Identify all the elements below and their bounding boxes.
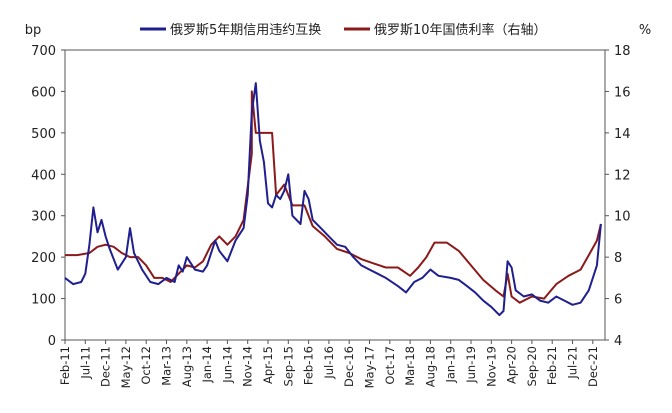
series-yield [65, 90, 602, 304]
x-axis: Feb-11 Jul-11 Dec-11 May-12 Oct-12 Mar-13 Aug-… [58, 340, 600, 388]
right-tick-label: 14 [614, 127, 631, 142]
x-tick-label: May-12 [119, 346, 133, 388]
series-cds-line [64, 82, 602, 317]
x-tick-label: Apr-20 [505, 346, 519, 384]
x-tick-label: Sep-15 [281, 346, 295, 386]
series-yield-line [65, 90, 602, 304]
x-tick-label: Apr-15 [261, 346, 275, 384]
right-axis-unit: % [639, 23, 651, 38]
left-tick-label: 100 [31, 293, 56, 308]
legend: 俄罗斯5年期信用违约互换 俄罗斯10年国债利率（右轴） [140, 22, 547, 38]
x-tick-label: Sep-20 [525, 346, 539, 386]
left-axis-ticks: 0 100 200 300 400 500 600 700 [31, 44, 65, 349]
left-tick-label: 300 [31, 210, 56, 225]
right-tick-label: 4 [614, 334, 622, 349]
right-axis-ticks: 4 6 8 10 12 14 16 18 [605, 44, 631, 349]
x-tick-label: Mar-18 [403, 346, 417, 386]
right-tick-label: 10 [614, 210, 631, 225]
x-tick-label: Dec-16 [342, 346, 356, 387]
x-tick-label: Jul-16 [322, 346, 336, 380]
series-cds [64, 82, 602, 317]
left-tick-label: 0 [48, 334, 56, 349]
x-tick-label: Dec-11 [99, 346, 113, 387]
legend-label-cds: 俄罗斯5年期信用违约互换 [170, 23, 321, 38]
left-axis-unit: bp [25, 23, 42, 38]
x-tick-label: Oct-17 [383, 346, 397, 385]
left-tick-label: 600 [31, 85, 56, 100]
left-tick-label: 500 [31, 127, 56, 142]
x-tick-label: Jun-19 [464, 346, 478, 384]
x-tick-label: Oct-12 [139, 346, 153, 385]
x-tick-label: Feb-16 [302, 346, 316, 385]
x-tick-label: Feb-11 [58, 346, 72, 385]
x-tick-label: Jan-14 [200, 346, 214, 384]
x-tick-label: Mar-13 [160, 346, 174, 386]
x-tick-label: Jan-19 [444, 346, 458, 384]
right-tick-label: 18 [614, 44, 631, 59]
x-tick-label: May-17 [363, 346, 377, 388]
x-tick-label: Jun-14 [220, 346, 234, 384]
x-tick-label: Dec-21 [586, 346, 600, 387]
x-tick-label: Nov-19 [484, 346, 498, 387]
x-tick-label: Jul-11 [78, 346, 92, 380]
x-tick-label: Aug-18 [423, 346, 437, 387]
legend-label-yield: 俄罗斯10年国债利率（右轴） [374, 22, 547, 38]
left-tick-label: 400 [31, 168, 56, 183]
x-tick-label: Nov-14 [241, 346, 255, 387]
x-tick-label: Jul-21 [566, 346, 580, 380]
left-tick-label: 700 [31, 44, 56, 59]
right-tick-label: 12 [614, 168, 631, 183]
x-tick-label: Feb-21 [545, 346, 559, 385]
right-tick-label: 6 [614, 293, 622, 308]
left-tick-label: 200 [31, 251, 56, 266]
right-tick-label: 8 [614, 251, 622, 266]
right-tick-label: 16 [614, 85, 631, 100]
x-tick-label: Aug-13 [180, 346, 194, 387]
plot-frame [64, 49, 606, 341]
